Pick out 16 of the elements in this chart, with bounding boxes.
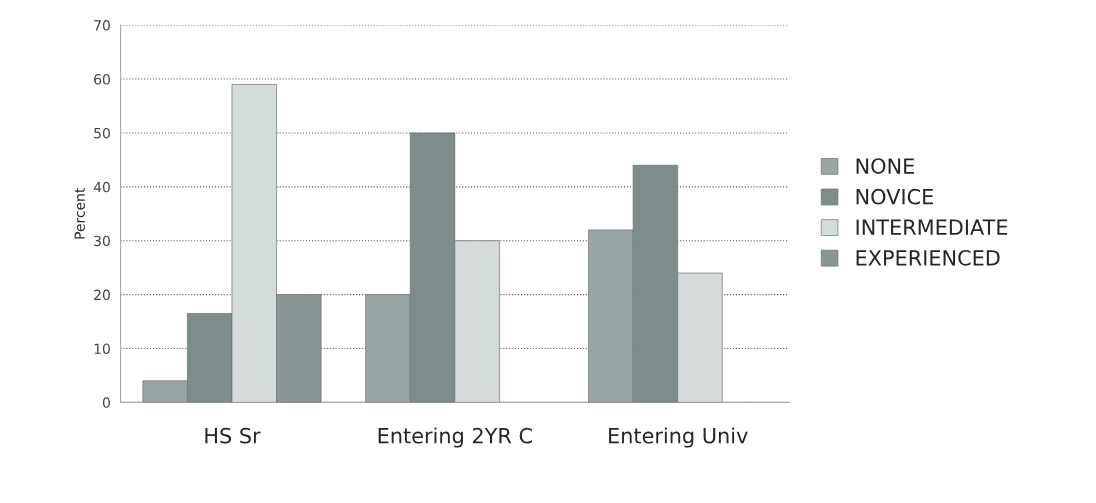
legend-label: NONE xyxy=(856,158,914,174)
x-tick-label: Entering 2YR C xyxy=(378,427,532,448)
y-tick-label: 60 xyxy=(94,74,110,85)
y-tick-label: 40 xyxy=(93,181,110,193)
y-tick-label: 20 xyxy=(94,289,110,301)
y-tick-label: 0 xyxy=(102,397,110,408)
y-tick-label: 10 xyxy=(94,343,110,354)
legend-label: NOVICE xyxy=(856,188,933,205)
legend-label: EXPERIENCED xyxy=(856,249,1000,266)
y-tick-label: 50 xyxy=(94,127,110,139)
x-tick-label: Entering Univ xyxy=(609,427,748,448)
y-tick-label: 30 xyxy=(94,235,110,247)
legend-label: INTERMEDIATE xyxy=(856,219,1008,235)
y-axis-title: Percent xyxy=(74,187,85,239)
y-tick-label: 70 xyxy=(94,20,110,31)
x-tick-label: HS Sr xyxy=(205,427,261,444)
